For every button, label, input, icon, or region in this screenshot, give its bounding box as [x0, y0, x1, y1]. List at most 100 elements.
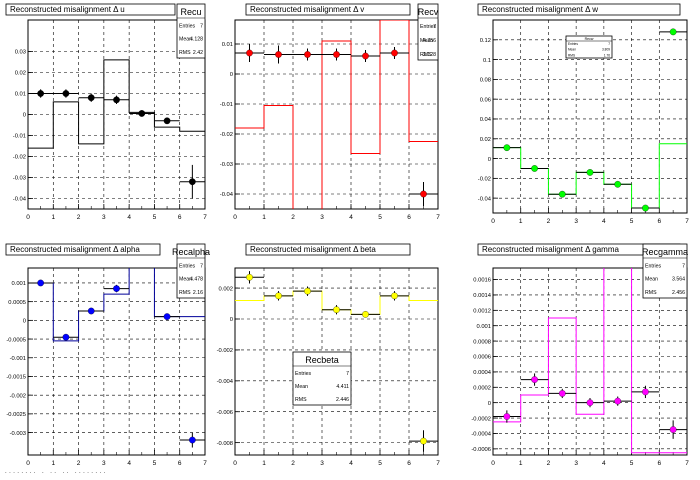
stats-value: 7 — [682, 263, 685, 269]
stats-name: Recw — [585, 37, 594, 41]
data-point — [669, 28, 677, 36]
y-tick-label: -0.02 — [478, 177, 491, 183]
title-box — [245, 243, 411, 256]
x-tick-label: 7 — [203, 460, 207, 467]
stats-key: Entries — [295, 371, 312, 377]
y-tick-label: 0.04 — [480, 117, 492, 123]
data-point — [391, 49, 398, 57]
chart-title: Reconstructed misalignment Δ beta — [250, 245, 376, 254]
plot-frame — [27, 267, 206, 456]
x-tick-label: 5 — [630, 460, 634, 467]
data-point — [113, 285, 120, 292]
y-tick-label: -0.003 — [10, 431, 26, 437]
x-tick-label: 3 — [574, 460, 578, 467]
chart-panel: 0 1 2 3 4 5 6 7 0.001 0.0005 0 -0.0005 -0.001 -0.0015… — [5, 243, 210, 467]
stats-key: Mean — [179, 277, 192, 283]
data-point — [275, 51, 282, 58]
data-point — [189, 178, 196, 186]
histogram-line — [28, 59, 205, 149]
data-point — [304, 51, 311, 58]
data-point — [531, 165, 538, 172]
stats-box: Recgamma Entries 7 Mean 3.564 RMS 2.456 — [642, 243, 688, 299]
chart-title: Reconstructed misalignment Δ gamma — [482, 245, 620, 254]
stats-key: Entries — [645, 263, 662, 269]
y-tick-label: 0.002 — [218, 286, 233, 292]
chart-title: Reconstructed misalignment Δ u — [10, 5, 125, 14]
y-tick-label: 0.0016 — [473, 278, 491, 284]
data-point — [558, 390, 566, 397]
x-tick-label: 2 — [77, 460, 81, 467]
data-point — [614, 397, 622, 405]
data-point — [87, 94, 95, 102]
stats-value: 3.564 — [672, 277, 685, 283]
points-series — [235, 44, 438, 206]
stats-box-frame — [642, 243, 688, 299]
title-box — [477, 3, 681, 16]
data-point — [586, 399, 594, 407]
x-tick-label: 3 — [320, 214, 324, 221]
data-point — [163, 313, 171, 320]
data-point — [362, 311, 369, 318]
x-tick-label: 7 — [436, 460, 440, 467]
chart-panel: 0 1 2 3 4 5 6 7 0.01 0 -0.01 -0.02 -0.03 -0.04 Reconst… — [220, 3, 440, 221]
stats-key: Mean — [420, 38, 433, 44]
y-tick-label: -0.02 — [220, 132, 233, 138]
data-point — [139, 261, 145, 267]
x-tick-label: 1 — [51, 214, 55, 221]
y-tick-label: 0.1 — [483, 58, 491, 64]
histogram-series — [28, 59, 205, 149]
x-tick-label: 4 — [602, 218, 606, 225]
stats-box: Recw Entries 7 Mean 3.809 RMS 1.76 — [565, 35, 613, 59]
x-tick-label: 2 — [77, 214, 81, 221]
x-tick-label: 4 — [349, 214, 353, 221]
y-tick-label: 0.001 — [476, 324, 491, 330]
y-tick-label: 0.0002 — [473, 385, 491, 391]
stats-box-frame — [565, 35, 613, 59]
stats-key: Mean — [645, 277, 658, 283]
y-tick-label: -0.0025 — [6, 412, 26, 418]
chart-panel: 0 1 2 3 4 5 6 7 0.002 0 -0.002 -0.004 -0.006 -0.008 Re… — [217, 243, 440, 467]
y-tick-label: 0.06 — [480, 97, 491, 103]
points-series — [28, 89, 205, 199]
x-tick-label: 3 — [574, 218, 578, 225]
stats-value: 2.456 — [672, 290, 685, 296]
x-tick-label: 5 — [153, 460, 157, 467]
stats-name: Recalpha — [172, 247, 210, 257]
stats-value: 4.411 — [336, 384, 349, 390]
chart-panel: 0 1 2 3 4 5 6 7 0.0016 0.0014 0.0012 0.001 0.0008 0.0… — [471, 243, 689, 467]
y-tick-label: 0.02 — [480, 137, 491, 143]
y-tick-label: 0.0012 — [473, 309, 491, 315]
data-point — [420, 190, 427, 198]
x-tick-label: 7 — [685, 460, 689, 467]
stats-key: RMS — [295, 397, 307, 403]
y-tick-label: 0 — [230, 317, 233, 323]
x-tick-label: 7 — [203, 214, 207, 221]
points-series — [493, 28, 687, 212]
y-tick-label: 0.0006 — [473, 355, 491, 361]
stats-key: Entries — [179, 263, 196, 269]
y-tick-label: -0.04 — [478, 196, 492, 202]
chart-title: Reconstructed misalignment Δ alpha — [10, 245, 140, 254]
stats-value: 2.16 — [193, 290, 203, 296]
data-point — [420, 437, 427, 445]
stats-name: Recbeta — [305, 355, 339, 365]
y-tick-label: -0.0006 — [471, 447, 491, 453]
histogram-series — [235, 20, 438, 209]
x-tick-label: 6 — [407, 460, 411, 467]
x-tick-label: 5 — [378, 214, 382, 221]
x-tick-label: 1 — [51, 460, 55, 467]
stats-value: 7 — [346, 371, 349, 377]
x-tick-label: 0 — [233, 460, 237, 467]
title-box — [5, 243, 161, 256]
y-tick-label: 0 — [488, 401, 491, 407]
data-point — [37, 279, 44, 287]
stats-key: RMS — [179, 290, 191, 296]
x-tick-label: 0 — [491, 460, 495, 467]
x-tick-label: 4 — [127, 460, 131, 467]
data-point — [642, 388, 649, 396]
chart-title: Reconstructed misalignment Δ w — [482, 5, 598, 14]
x-tick-label: 6 — [178, 214, 182, 221]
data-point — [62, 333, 70, 341]
data-point — [333, 306, 340, 314]
